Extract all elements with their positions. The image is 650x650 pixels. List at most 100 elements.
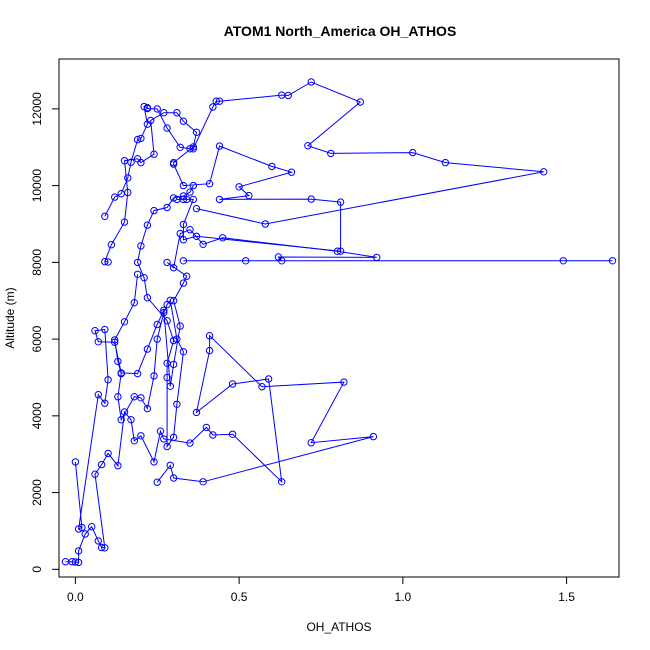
data-point: [307, 439, 315, 447]
series-line: [114, 185, 194, 449]
data-point: [278, 478, 286, 486]
data-point: [74, 558, 83, 567]
x-axis-label: OH_ATHOS: [306, 620, 371, 634]
data-point: [169, 474, 178, 482]
data-point: [117, 190, 125, 198]
data-point: [179, 257, 188, 265]
data-point: [101, 544, 109, 552]
data-point: [153, 478, 161, 486]
data-point: [71, 458, 80, 466]
data-point: [173, 195, 181, 204]
data-point: [304, 142, 312, 150]
data-point: [143, 104, 152, 113]
data-point: [101, 399, 109, 407]
data-point: [143, 345, 152, 353]
data-point: [373, 253, 381, 262]
data-point: [205, 332, 214, 340]
data-point: [409, 148, 417, 157]
data-point: [199, 478, 207, 486]
data-point: [74, 525, 83, 533]
data-point: [189, 145, 198, 153]
data-point: [166, 296, 175, 304]
data-point: [137, 158, 145, 167]
data-point: [278, 257, 286, 265]
data-point: [137, 394, 145, 402]
data-point: [186, 439, 194, 447]
y-tick-label: 0: [30, 566, 44, 573]
data-point: [179, 192, 188, 200]
data-point: [163, 124, 171, 132]
data-point: [559, 257, 567, 265]
series: [111, 181, 198, 451]
data-point: [183, 272, 191, 280]
data-point: [163, 258, 171, 267]
data-point: [215, 142, 224, 150]
data-point: [124, 174, 132, 182]
series: [101, 78, 548, 228]
data-point: [153, 335, 161, 343]
data-point: [133, 270, 142, 278]
data-point: [242, 257, 250, 265]
data-point: [143, 120, 152, 128]
data-point: [179, 279, 188, 287]
data-point: [209, 103, 217, 111]
x-tick-label: 0.5: [231, 590, 248, 604]
data-point: [97, 543, 106, 552]
data-point: [120, 318, 129, 326]
x-tick-label: 0.0: [67, 590, 84, 604]
data-point: [120, 408, 129, 416]
data-point: [228, 380, 237, 388]
data-point: [163, 203, 171, 212]
data-point: [160, 109, 168, 117]
data-point: [179, 117, 188, 125]
data-point: [104, 258, 112, 266]
data-point: [189, 181, 198, 190]
chart-title: ATOM1 North_America OH_ATHOS: [224, 23, 457, 39]
series: [101, 109, 345, 266]
data-point: [287, 168, 296, 176]
data-point: [114, 393, 122, 401]
data-point: [120, 218, 129, 226]
data-point: [228, 430, 237, 438]
series-line: [104, 81, 544, 225]
data-point: [150, 150, 158, 158]
data-point: [215, 97, 224, 105]
series-line: [65, 334, 374, 563]
data-point: [143, 294, 152, 302]
data-point: [212, 97, 220, 105]
data-point: [205, 346, 214, 355]
data-point: [179, 348, 188, 356]
data-point: [127, 416, 135, 424]
data-point: [140, 274, 148, 282]
plot-frame: [58, 58, 620, 578]
data-point: [74, 547, 83, 555]
data-point: [150, 206, 158, 215]
data-point: [160, 308, 168, 317]
data-point: [169, 336, 178, 345]
data-point: [192, 232, 201, 241]
data-point: [173, 109, 181, 117]
data-point: [245, 191, 253, 200]
data-point: [179, 220, 188, 229]
data-point: [114, 357, 122, 366]
data-point: [307, 195, 315, 203]
data-point: [117, 369, 125, 378]
data-point: [91, 327, 99, 335]
series: [71, 226, 617, 533]
data-point: [101, 257, 109, 266]
data-point: [540, 168, 548, 176]
data-point: [284, 91, 292, 100]
data-point: [101, 325, 109, 334]
data-point: [137, 134, 145, 143]
data-point: [169, 433, 178, 441]
data-point: [235, 183, 243, 191]
y-tick-label: 2000: [30, 479, 44, 506]
data-point: [107, 241, 116, 249]
data-point: [169, 160, 178, 168]
data-point: [94, 338, 103, 346]
y-tick-label: 12000: [30, 92, 44, 126]
data-point: [369, 432, 378, 441]
data-point: [114, 462, 122, 470]
data-point: [133, 369, 142, 378]
data-point: [173, 400, 181, 408]
